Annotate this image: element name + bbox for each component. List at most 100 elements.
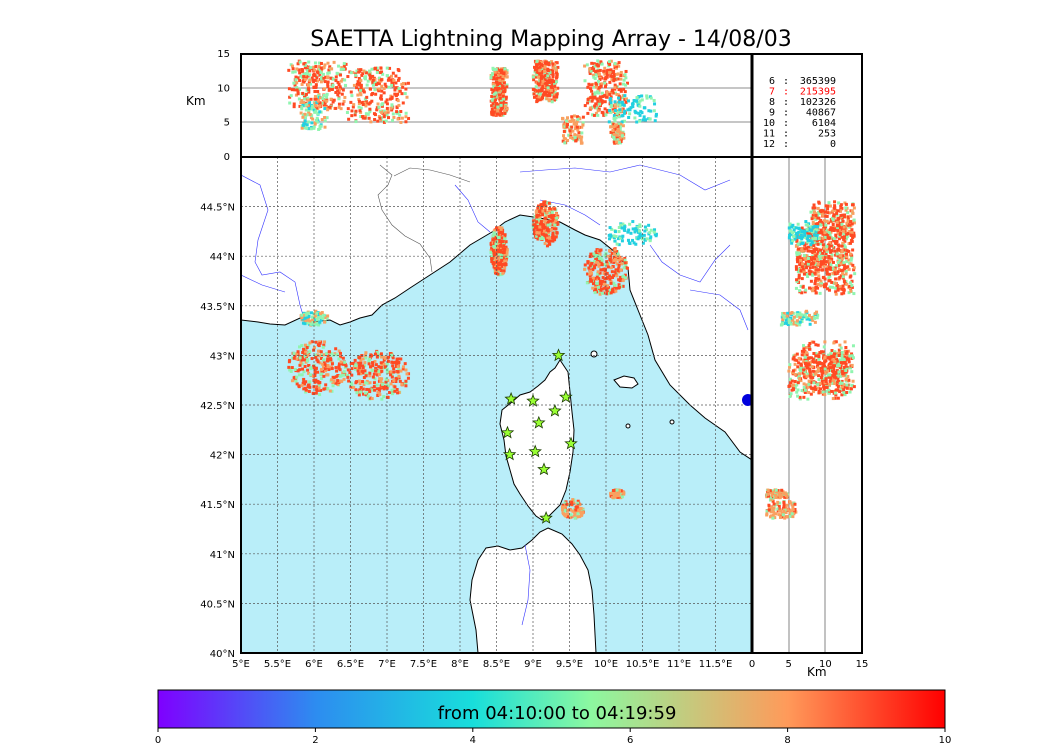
- station-star: [564, 436, 578, 450]
- colorbar-tick-label: 0: [155, 735, 161, 746]
- altitude-tick-label: 10: [217, 83, 230, 94]
- lat-tick-label: 44°N: [210, 252, 235, 263]
- lon-tick-label: 5°E: [232, 659, 250, 670]
- altitude-tick-label: 15: [217, 49, 230, 60]
- altitude-axis-label-right: Km: [807, 665, 827, 679]
- lightning-cluster-altitude: [531, 59, 560, 104]
- lon-tick-label: 10.5°E: [626, 659, 660, 670]
- lightning-cluster-altitude: [787, 220, 820, 247]
- station-star: [559, 390, 573, 403]
- lightning-cluster-altitude: [607, 94, 658, 124]
- legend-hour: 10: [763, 118, 775, 129]
- lightning-cluster-altitude: [560, 114, 585, 145]
- lightning-cluster: [299, 309, 330, 327]
- legend-separator: :: [783, 87, 789, 98]
- lat-tick-label: 42.5°N: [200, 401, 235, 412]
- lat-tick-label: 41°N: [210, 550, 235, 561]
- legend-count: 253: [818, 129, 836, 140]
- lon-tick-label: 9°E: [524, 659, 542, 670]
- colorbar-label: from 04:10:00 to 04:19:59: [438, 703, 677, 724]
- lat-tick-label: 40°N: [210, 649, 235, 660]
- legend-hour: 12: [763, 139, 775, 150]
- figure-title: SAETTA Lightning Mapping Array - 14/08/0…: [310, 27, 791, 52]
- colorbar-tick-label: 10: [939, 735, 952, 746]
- legend-count: 102326: [800, 97, 836, 108]
- legend-separator: :: [783, 76, 789, 87]
- lat-tick-label: 44.5°N: [200, 203, 235, 214]
- altitude-tick-label: 5: [785, 659, 791, 670]
- lightning-cluster-altitude: [299, 93, 330, 131]
- lat-tick-label: 43.5°N: [200, 302, 235, 313]
- lon-tick-label: 9.5°E: [556, 659, 583, 670]
- altitude-tick-label: 10: [819, 659, 832, 670]
- legend-hour: 7: [769, 87, 775, 98]
- lightning-cluster-altitude: [765, 488, 790, 500]
- rivers: [241, 164, 749, 626]
- lon-tick-label: 6.5°E: [337, 659, 364, 670]
- legend-hour: 11: [763, 129, 775, 140]
- legend-hour: 6: [769, 76, 775, 87]
- lightning-cluster-altitude: [779, 309, 820, 327]
- colorbar: from 04:10:00 to 04:19:59 0 2 4 6 8 10: [155, 689, 952, 746]
- lon-tick-label: 7.5°E: [410, 659, 437, 670]
- map-panel: 5°E 5.5°E 6°E 6.5°E 7°E 7.5°E 8°E 8.5°E 9°E 9.5°E…: [200, 156, 753, 670]
- station-star: [548, 403, 562, 417]
- colorbar-tick-label: 4: [470, 735, 476, 746]
- legend-hour: 9: [769, 108, 775, 119]
- lat-tick-label: 41.5°N: [200, 500, 235, 511]
- colorbar-tick-label: 2: [312, 735, 318, 746]
- station-star: [500, 425, 515, 439]
- legend-count: 0: [830, 139, 836, 150]
- lightning-cluster: [345, 349, 411, 401]
- station-star: [528, 444, 542, 458]
- lon-tick-label: 11°E: [667, 659, 691, 670]
- station-star: [551, 348, 566, 362]
- altitude-tick-label: 5: [224, 118, 230, 129]
- lightning-cluster: [609, 488, 626, 500]
- hour-count-legend: 6:3653997:2153958:1023269:4086710:610411…: [763, 76, 836, 150]
- corsica-island: [499, 359, 575, 521]
- lightning-cluster-altitude: [345, 66, 411, 124]
- legend-separator: :: [783, 97, 789, 108]
- lightning-cluster: [560, 498, 585, 520]
- lon-tick-label: 10°E: [594, 659, 618, 670]
- legend-count: 365399: [800, 76, 836, 87]
- lon-tick-label: 8°E: [451, 659, 469, 670]
- legend-hour: 8: [769, 97, 775, 108]
- lightning-cluster-altitude: [794, 247, 857, 296]
- lat-tick-label: 42°N: [210, 451, 235, 462]
- station-star: [539, 511, 553, 524]
- altitude-axis-label: Km: [186, 94, 206, 108]
- station-star: [502, 447, 517, 461]
- station-star: [532, 415, 546, 429]
- station-star: [504, 391, 518, 405]
- lon-tick-label: 7°E: [378, 659, 396, 670]
- station-star: [537, 462, 551, 476]
- lightning-cluster-altitude: [809, 200, 856, 248]
- legend-count: 40867: [806, 108, 836, 119]
- lightning-cluster: [607, 220, 658, 247]
- lightning-cluster-altitude: [765, 498, 798, 520]
- lat-tick-label: 40.5°N: [200, 599, 235, 610]
- altitude-tick-label: 15: [856, 659, 869, 670]
- station-markers: [500, 348, 578, 524]
- elba-island: [613, 375, 639, 389]
- lon-tick-label: 6°E: [305, 659, 323, 670]
- lon-tick-label: 11.5°E: [699, 659, 733, 670]
- altitude-tick-label: 0: [224, 152, 230, 163]
- colorbar-tick-label: 6: [627, 735, 633, 746]
- lon-tick-label: 8.5°E: [483, 659, 510, 670]
- altitude-tick-label: 0: [749, 659, 755, 670]
- legend-count: 6104: [812, 118, 836, 129]
- lightning-cluster-altitude: [787, 349, 849, 401]
- legend-separator: :: [783, 129, 789, 140]
- colorbar-tick-label: 8: [784, 735, 790, 746]
- lightning-cluster: [531, 200, 560, 248]
- legend-separator: :: [783, 108, 789, 119]
- legend-separator: :: [783, 118, 789, 129]
- lightning-cluster-altitude: [609, 121, 626, 145]
- lightning-cluster-altitude: [489, 66, 509, 117]
- legend-separator: :: [783, 139, 789, 150]
